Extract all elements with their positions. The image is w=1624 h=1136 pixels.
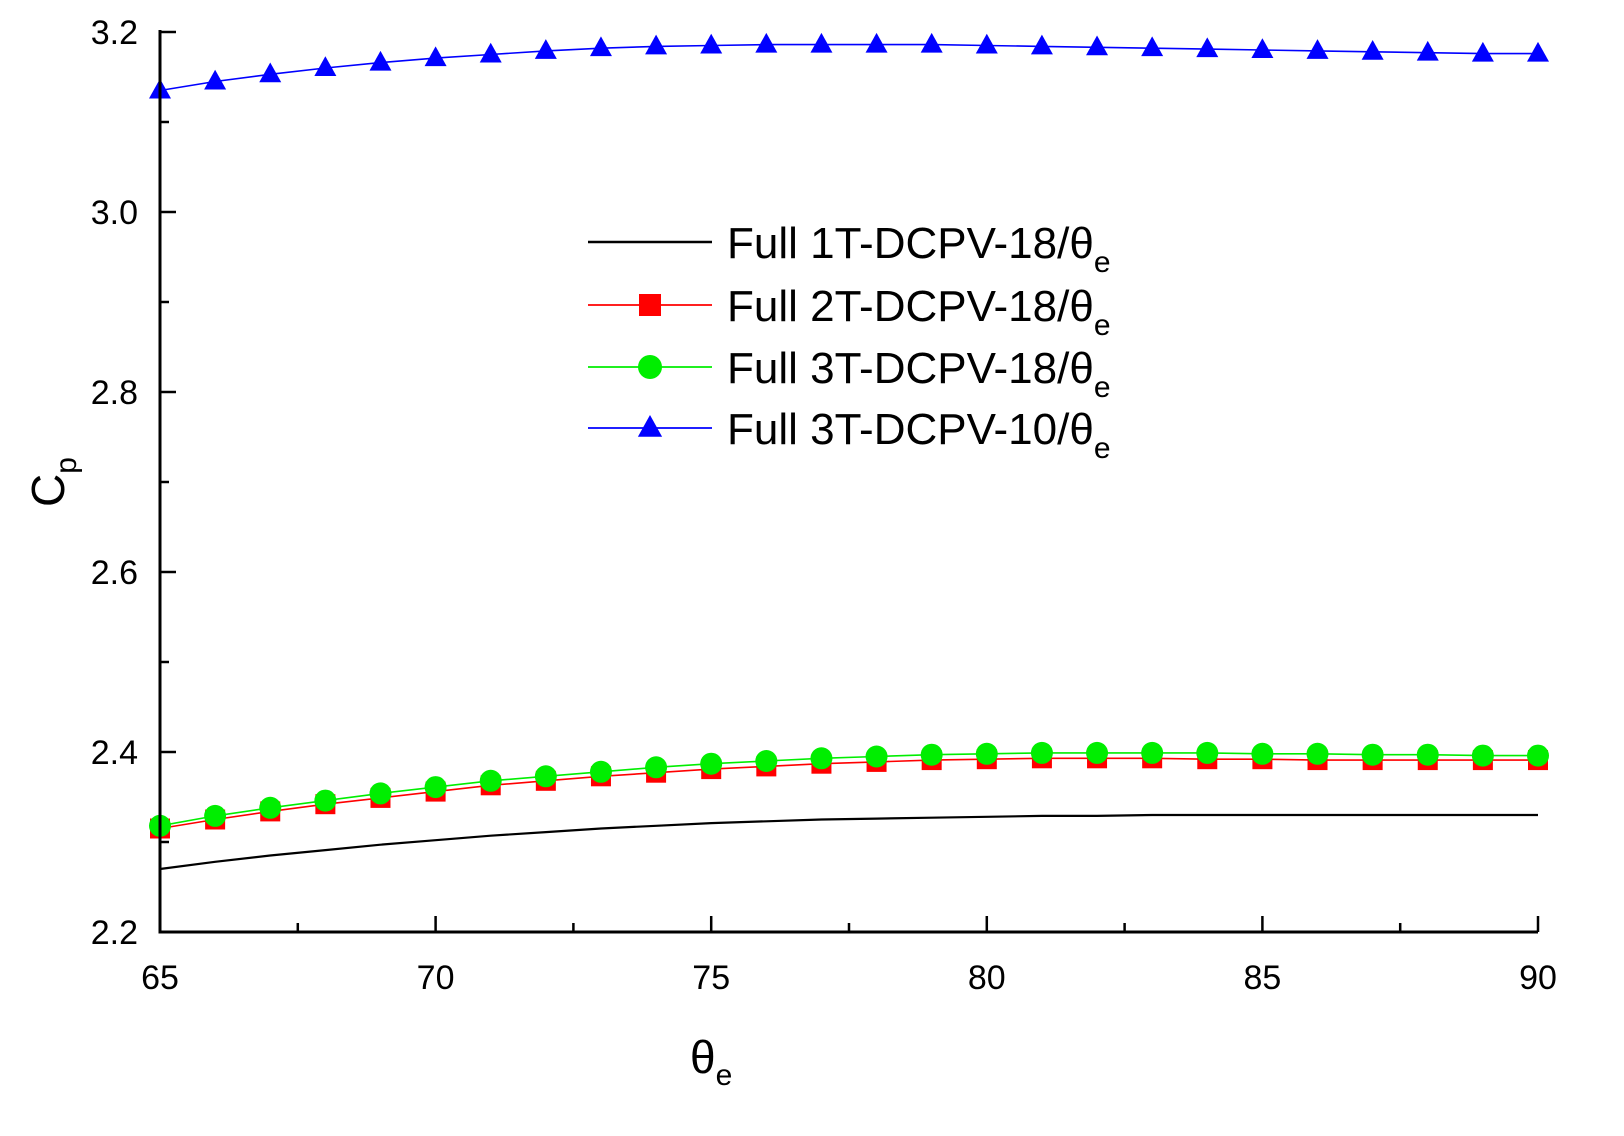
axes-layer: 65 70 75 80 85 90 2.2 2.4 2.6 2.8 3.0 3.2 θe Cp (22, 14, 1557, 1092)
series-3-point (1030, 741, 1053, 764)
x-axis-title: θe (690, 1031, 732, 1092)
y-tick-label: 3.2 (91, 14, 138, 52)
series-3-point (369, 782, 392, 805)
series-3-point (1416, 743, 1439, 766)
series-4-point (1141, 36, 1164, 57)
y-tick-label: 2.2 (91, 914, 138, 952)
x-tick-label: 85 (1243, 959, 1281, 997)
series-4-point (1361, 40, 1384, 60)
series-1-line (159, 813, 1538, 871)
series-4-point (755, 32, 778, 53)
series-4 (149, 32, 1549, 99)
series-3-point (920, 743, 943, 766)
series-3-point (589, 760, 612, 783)
x-tick-label: 75 (692, 959, 730, 997)
series-4-point (259, 62, 282, 83)
x-tick-label: 80 (968, 959, 1006, 997)
series-4-point (1030, 34, 1053, 55)
series-3-point (314, 789, 337, 812)
series-2 (150, 748, 1548, 839)
series-3-point (1306, 742, 1329, 765)
y-tick-label: 2.4 (91, 734, 138, 772)
x-tick-label: 90 (1519, 959, 1557, 997)
x-tick-label: 65 (141, 959, 179, 997)
series-3-point (259, 796, 282, 819)
series-3-point (1527, 744, 1549, 767)
series-3-point (645, 756, 668, 779)
series-3-point (1086, 741, 1109, 764)
series-3 (149, 741, 1549, 837)
series-3-point (755, 750, 778, 772)
series-3-point (1251, 742, 1274, 765)
series-4-point (589, 36, 612, 57)
series-4-point (865, 32, 888, 53)
series-3-point (424, 776, 447, 799)
series-3-point (1361, 743, 1384, 766)
series-4-point (1306, 39, 1329, 59)
series-4-point (204, 69, 227, 90)
series-3-point (479, 769, 502, 792)
legend-label: Full 3T-DCPV-18/θe (727, 344, 1111, 404)
series-4-point (1527, 41, 1549, 62)
series-3-point (204, 804, 227, 827)
legend-label: Full 3T-DCPV-10/θe (727, 405, 1111, 465)
series-4-point (479, 42, 502, 63)
legend-label: Full 2T-DCPV-18/θe (727, 282, 1111, 342)
series-1 (159, 813, 1538, 871)
series-3-point (865, 745, 888, 768)
legend-item-4: Full 3T-DCPV-10/θe (588, 405, 1111, 465)
series-4-point (1196, 37, 1219, 58)
series-3-point (1141, 741, 1164, 764)
series-4-point (975, 33, 998, 54)
legend-label: Full 1T-DCPV-18/θe (727, 219, 1111, 279)
legend-item-1: Full 1T-DCPV-18/θe (588, 219, 1111, 279)
series-3-point (1196, 741, 1219, 764)
series-3-point (810, 747, 833, 770)
series-4-point (369, 50, 392, 71)
legend-swatch-marker (637, 415, 663, 437)
x-tick-label: 70 (417, 959, 455, 997)
series-3-point (700, 752, 723, 775)
series-4-line (159, 43, 1538, 92)
series-4-point (1471, 41, 1494, 62)
series-4-point (1416, 40, 1439, 61)
legend-item-3: Full 3T-DCPV-18/θe (588, 344, 1111, 404)
series-4-point (1251, 38, 1274, 58)
series-4-point (700, 33, 723, 54)
y-tick-label: 3.0 (91, 194, 138, 232)
series-3-point (534, 765, 557, 788)
legend-item-2: Full 2T-DCPV-18/θe (588, 282, 1111, 342)
legend-swatch-marker (639, 294, 661, 316)
series-4-point (810, 32, 833, 53)
series-3-point (975, 742, 998, 765)
series-layer (149, 32, 1549, 871)
series-4-point (314, 56, 337, 76)
series-4-point (645, 34, 668, 55)
legend-swatch-marker (638, 355, 662, 379)
y-tick-label: 2.8 (91, 374, 138, 412)
y-tick-label: 2.6 (91, 554, 138, 592)
series-4-point (534, 39, 557, 59)
series-3-point (1471, 744, 1494, 767)
series-4-point (424, 46, 447, 67)
series-4-point (1086, 35, 1109, 56)
series-4-point (920, 32, 943, 53)
y-axis-title: Cp (22, 457, 83, 507)
